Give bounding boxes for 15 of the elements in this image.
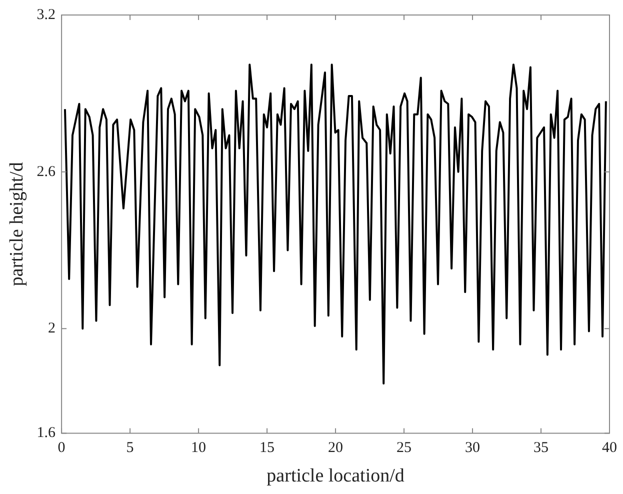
- x-tick-label: 15: [260, 440, 275, 456]
- y-tick-label: 2: [48, 320, 56, 337]
- y-tick-label: 2.6: [36, 164, 56, 180]
- x-axis-title: particle location/d: [266, 466, 405, 487]
- x-tick-label: 25: [396, 440, 412, 456]
- x-tick-label: 20: [328, 440, 344, 456]
- y-tick-label: 1.6: [36, 425, 56, 442]
- x-tick-label: 5: [126, 440, 134, 456]
- x-tick-label: 40: [602, 440, 617, 456]
- x-tick-label: 0: [58, 440, 66, 456]
- x-tick-label: 30: [465, 440, 480, 456]
- x-tick-label: 35: [534, 440, 549, 456]
- y-tick-label: 3.2: [36, 6, 56, 23]
- y-axis-title: particle height/d: [6, 162, 28, 286]
- x-tick-label: 10: [191, 440, 206, 456]
